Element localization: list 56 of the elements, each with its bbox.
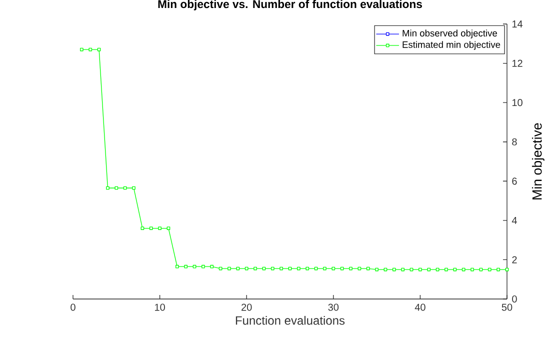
y-tick-label: 12 bbox=[512, 60, 522, 67]
chart-title: Min objective vs. Number of function evaluations bbox=[158, 0, 422, 10]
point bbox=[280, 266, 283, 270]
point bbox=[228, 266, 231, 270]
point bbox=[158, 226, 162, 230]
point bbox=[114, 186, 118, 190]
point bbox=[140, 226, 144, 230]
point bbox=[392, 268, 396, 272]
y-tick-label: 8 bbox=[512, 138, 517, 146]
point bbox=[349, 266, 352, 270]
point bbox=[184, 264, 188, 268]
point bbox=[427, 268, 431, 272]
point bbox=[166, 226, 170, 230]
y-tick-label: 2 bbox=[512, 256, 517, 264]
point bbox=[254, 266, 257, 270]
point bbox=[488, 268, 492, 272]
x-tick-label: 10 bbox=[154, 304, 165, 311]
point bbox=[401, 268, 405, 272]
x-axis-title: Function evaluations bbox=[236, 316, 345, 325]
point bbox=[375, 268, 378, 272]
y-tick-label: 14 bbox=[512, 20, 523, 28]
y-tick-label: 4 bbox=[512, 216, 517, 224]
point bbox=[192, 264, 196, 268]
point bbox=[270, 266, 274, 270]
point bbox=[297, 266, 300, 270]
x-tick-label: 40 bbox=[414, 304, 426, 311]
point bbox=[80, 48, 84, 52]
y-tick-label: 6 bbox=[512, 178, 517, 185]
y-tick-label: 10 bbox=[512, 99, 522, 106]
legend-label: Estimated min objective bbox=[402, 41, 500, 50]
x-tick-label: 30 bbox=[328, 304, 339, 311]
point bbox=[106, 186, 110, 190]
y-axis-title: Min objective bbox=[532, 123, 544, 200]
point bbox=[244, 266, 248, 270]
point bbox=[123, 186, 127, 190]
y-tick-label: 0 bbox=[512, 295, 517, 303]
point bbox=[323, 266, 326, 270]
point bbox=[306, 266, 310, 270]
point bbox=[332, 266, 336, 270]
point bbox=[444, 268, 448, 272]
point bbox=[202, 264, 205, 268]
point bbox=[210, 264, 214, 268]
x-tick-label: 50 bbox=[502, 304, 512, 311]
point bbox=[175, 264, 179, 268]
point bbox=[462, 268, 466, 272]
point bbox=[366, 266, 370, 270]
point bbox=[418, 268, 422, 272]
x-tick-label: 0 bbox=[70, 304, 76, 311]
point bbox=[88, 48, 92, 52]
point bbox=[496, 268, 500, 272]
point bbox=[132, 186, 136, 190]
x-tick-label: 20 bbox=[242, 304, 252, 311]
point bbox=[453, 268, 457, 272]
point bbox=[470, 268, 474, 272]
legend-label: Min observed objective bbox=[402, 30, 498, 38]
point bbox=[149, 226, 153, 230]
